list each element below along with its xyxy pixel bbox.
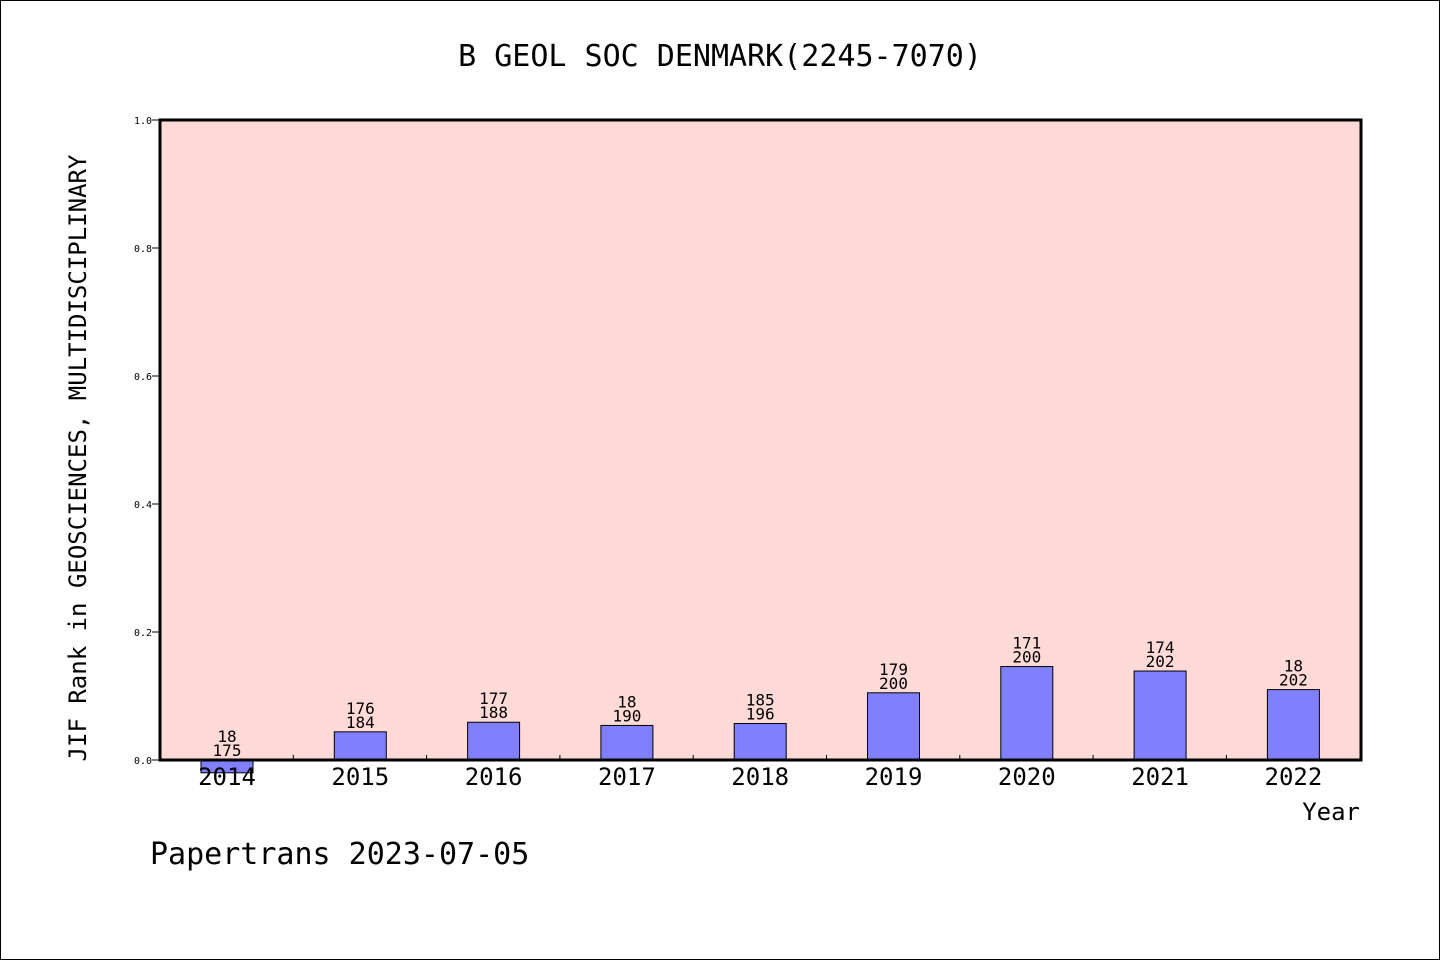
x-tick-label-2014: 2014 — [198, 763, 256, 791]
plot-border — [158, 118, 1363, 762]
x-tick-label-2015: 2015 — [331, 763, 389, 791]
y-tick-label: 0.6 — [134, 372, 152, 383]
y-tick-label: 1.0 — [134, 116, 152, 127]
plot-area — [160, 120, 1361, 760]
bar-2017 — [600, 724, 654, 761]
bar-label-rank-2022: 18 — [1284, 657, 1303, 676]
bar-2016 — [467, 721, 521, 761]
bar-label-rank-2015: 176 — [346, 699, 375, 718]
bar-label-rank-2017: 18 — [617, 692, 636, 711]
bar-label-total-2017: 190 — [612, 706, 641, 725]
bar-label-rank-2014: 18 — [217, 727, 236, 746]
x-tick-label-2017: 2017 — [598, 763, 656, 791]
y-axis: 0.0 0.2 0.4 0.6 0.8 1.0 — [134, 116, 160, 767]
x-axis-label: Year — [1302, 798, 1360, 826]
bar-label-total-2015: 184 — [346, 713, 375, 732]
bar-label-total-2018: 196 — [746, 705, 775, 724]
bar-label-rank-2021: 174 — [1146, 638, 1175, 657]
bar-label-rank-2019: 179 — [879, 660, 908, 679]
bar-label-rank-2020: 171 — [1012, 634, 1041, 653]
bar-2021 — [1133, 670, 1187, 761]
y-tick-label: 0.2 — [134, 628, 152, 639]
bar-label-total-2021: 202 — [1146, 652, 1175, 671]
footer-credit: Papertrans 2023-07-05 — [150, 837, 529, 872]
bar-2019 — [867, 692, 920, 761]
x-tick-label-2018: 2018 — [731, 763, 789, 791]
bar-label-total-2022: 202 — [1279, 671, 1308, 690]
chart-title: B GEOL SOC DENMARK(2245-7070) — [458, 39, 982, 74]
x-tick-label-2016: 2016 — [465, 763, 523, 791]
bar-label-total-2014: 175 — [213, 741, 242, 760]
bar-2020 — [1000, 666, 1054, 761]
x-tick-label-2020: 2020 — [998, 763, 1056, 791]
bar-2018 — [733, 723, 787, 761]
bar-label-total-2016: 188 — [479, 703, 508, 722]
y-axis-label: JIF Rank in GEOSCIENCES, MULTIDISCIPLINA… — [64, 154, 92, 761]
x-axis: 2014 2015 2016 2017 2018 2019 2020 2021 2022 — [198, 755, 1322, 791]
bar-label-rank-2016: 177 — [479, 689, 508, 708]
x-tick-label-2022: 2022 — [1265, 763, 1323, 791]
bar-label-total-2019: 200 — [879, 674, 908, 693]
y-tick-label: 0.0 — [134, 756, 152, 767]
x-tick-label-2021: 2021 — [1131, 763, 1189, 791]
bar-series — [200, 666, 1320, 774]
bar-label-rank-2018: 185 — [746, 691, 775, 710]
bar-2015 — [333, 731, 387, 761]
x-tick-label-2019: 2019 — [865, 763, 923, 791]
y-tick-label: 0.4 — [134, 500, 152, 511]
bar-2022 — [1266, 689, 1320, 761]
y-tick-label: 0.8 — [134, 244, 152, 255]
bar-label-total-2020: 200 — [1012, 648, 1041, 667]
